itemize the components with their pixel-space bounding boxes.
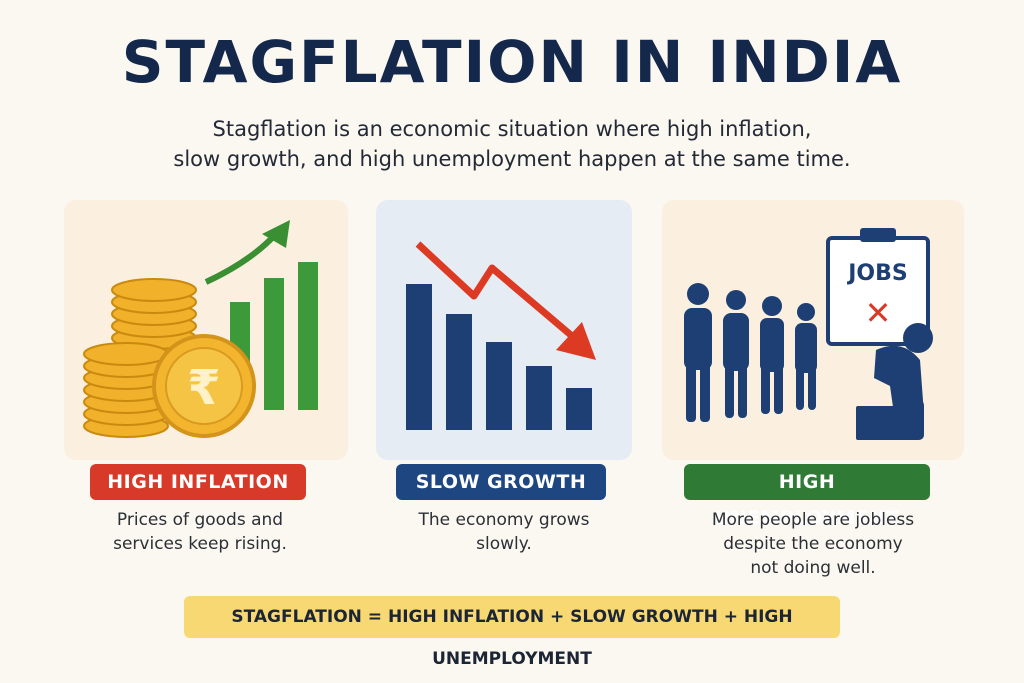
page-subtitle: Stagflation is an economic situation whe… — [112, 114, 912, 174]
jobless-people-icon: JOBS ✕ — [684, 228, 933, 440]
description-line: not doing well. — [750, 558, 876, 578]
declining-bar-chart-icon — [406, 241, 596, 430]
stagflation-formula-banner: STAGFLATION = HIGH INFLATION + SLOW GROW… — [184, 596, 840, 669]
svg-text:₹: ₹ — [187, 360, 220, 416]
high-inflation-label: HIGH INFLATION — [90, 464, 306, 500]
high-unemployment-description: More people are jobless despite the econ… — [668, 508, 958, 580]
clipboard-x-mark: ✕ — [865, 294, 892, 332]
slow-growth-card — [376, 200, 632, 460]
description-line: Prices of goods and — [116, 510, 284, 530]
subtitle-line-1: Stagflation is an economic situation whe… — [212, 117, 812, 141]
description-line: despite the economy — [723, 534, 903, 554]
high-inflation-description: Prices of goods and services keep rising… — [80, 508, 320, 556]
description-line: More people are jobless — [711, 510, 915, 530]
rupee-coins-rising-bars-icon: ₹ — [83, 220, 318, 438]
description-line: The economy grows — [418, 510, 590, 530]
clipboard-jobs-text: JOBS — [846, 261, 908, 286]
high-inflation-card: ₹ — [64, 200, 348, 460]
page-title: STAGFLATION IN INDIA — [121, 28, 903, 96]
slow-growth-label: SLOW GROWTH — [396, 464, 606, 500]
high-unemployment-card: JOBS ✕ — [662, 200, 964, 460]
subtitle-line-2: slow growth, and high unemployment happe… — [173, 147, 851, 171]
description-line: services keep rising. — [113, 534, 287, 554]
high-unemployment-label: HIGH UNEMPLOYMENT — [684, 464, 930, 529]
description-line: slowly. — [476, 534, 532, 554]
slow-growth-description: The economy grows slowly. — [384, 508, 624, 556]
